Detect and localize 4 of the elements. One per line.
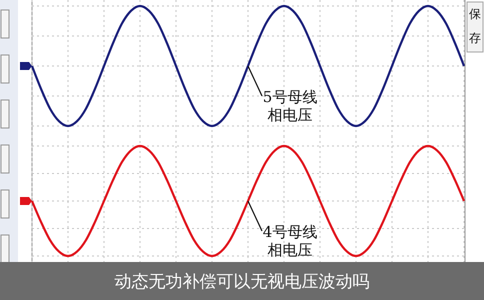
annotation: 5号母线相电压 [262, 88, 318, 124]
annotation: 4号母线相电压 [262, 223, 318, 259]
text: 保存 [469, 7, 481, 45]
text: 动态无功补偿可以无视电压波动吗 [114, 272, 370, 292]
